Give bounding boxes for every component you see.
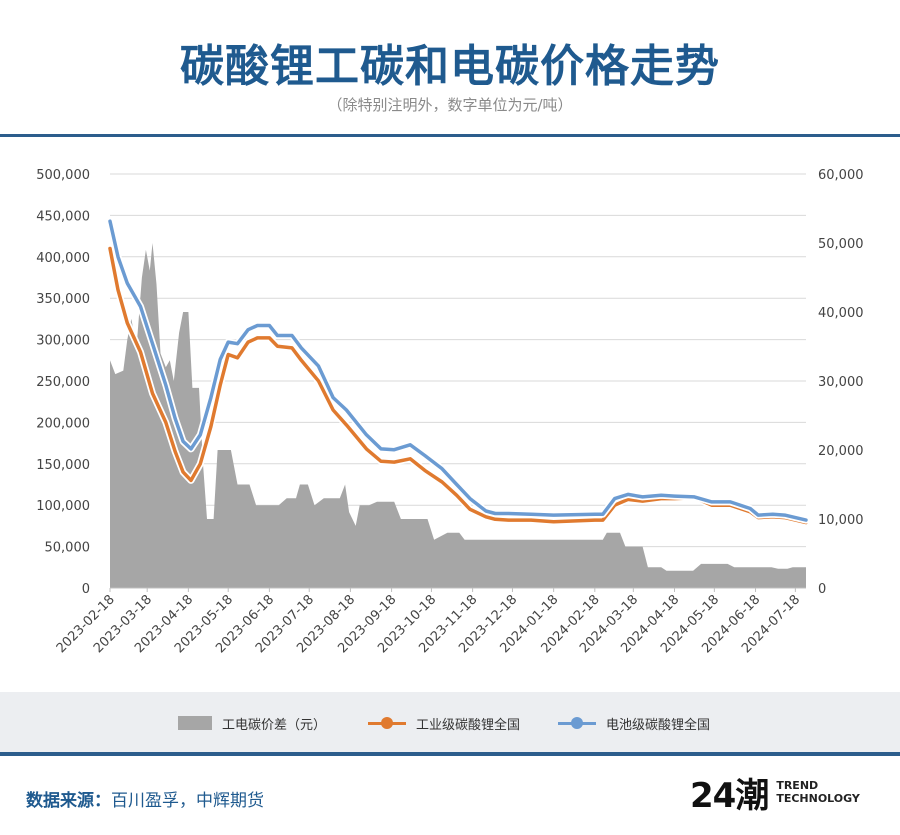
brand-name-line2: TECHNOLOGY: [776, 792, 860, 805]
y-left-tick-label: 300,000: [36, 334, 90, 349]
y-left-tick-label: 350,000: [36, 292, 90, 307]
brand-name: TREND TECHNOLOGY: [776, 779, 860, 805]
y-left-tick-label: 400,000: [36, 251, 90, 266]
brand-logo: 24潮 TREND TECHNOLOGY: [690, 772, 860, 816]
legend-swatch-battery: [558, 716, 596, 730]
chart-subtitle: （除特别注明外，数字单位为元/吨）: [327, 96, 573, 114]
y-right-tick-label: 20,000: [818, 444, 864, 459]
legend-swatch-industrial: [368, 716, 406, 730]
y-left-tick-label: 100,000: [36, 499, 90, 514]
price-chart: 0 50,000 100,000 150,000 200,000 250,000 300,0…: [36, 168, 864, 656]
legend-swatch-spread: [178, 716, 212, 730]
y-left-tick-label: 50,000: [45, 541, 91, 556]
legend-item-battery: 电池级碳酸锂全国: [558, 714, 711, 733]
legend-item-industrial: 工业级碳酸锂全国: [368, 714, 521, 733]
y-right-tick-label: 50,000: [818, 237, 864, 252]
top-divider: [0, 134, 900, 137]
data-source-label: 数据来源：: [26, 791, 111, 811]
data-source: 数据来源：百川盈孚，中辉期货: [26, 786, 264, 811]
legend-label-spread: 工电碳价差（元）: [222, 717, 327, 733]
chart-title: 碳酸锂工碳和电碳价格走势: [180, 41, 720, 92]
data-source-text: 百川盈孚，中辉期货: [111, 791, 264, 811]
brand-name-line1: TREND: [776, 779, 819, 792]
series-line-battery: [108, 219, 808, 522]
y-right-tick-label: 30,000: [818, 375, 864, 390]
legend-label-industrial: 工业级碳酸锂全国: [416, 717, 521, 733]
y-right-tick-label: 60,000: [818, 168, 864, 183]
bottom-divider: [0, 752, 900, 756]
brand-logo-mark: 24潮: [690, 775, 769, 816]
series-area-spread: [110, 243, 806, 588]
y-left-tick-label: 250,000: [36, 375, 90, 390]
chart-area: 0 50,000 100,000 150,000 200,000 250,000 300,0…: [0, 137, 900, 692]
legend-item-spread: 工电碳价差（元）: [178, 714, 327, 733]
y-left-tick-label: 450,000: [36, 209, 90, 224]
legend-label-battery: 电池级碳酸锂全国: [606, 717, 711, 733]
y-right-tick-label: 10,000: [818, 513, 864, 528]
chart-legend: 工电碳价差（元） 工业级碳酸锂全国 电池级碳酸锂全国: [0, 692, 900, 752]
y-left-tick-label: 200,000: [36, 416, 90, 431]
legend-band: 工电碳价差（元） 工业级碳酸锂全国 电池级碳酸锂全国: [0, 692, 900, 752]
y-left-tick-label: 0: [82, 582, 90, 597]
series-line-halo: [106, 217, 810, 524]
y-right-tick-label: 0: [818, 582, 826, 597]
y-left-tick-label: 500,000: [36, 168, 90, 183]
y-left-tick-label: 150,000: [36, 458, 90, 473]
y-right-tick-label: 40,000: [818, 306, 864, 321]
